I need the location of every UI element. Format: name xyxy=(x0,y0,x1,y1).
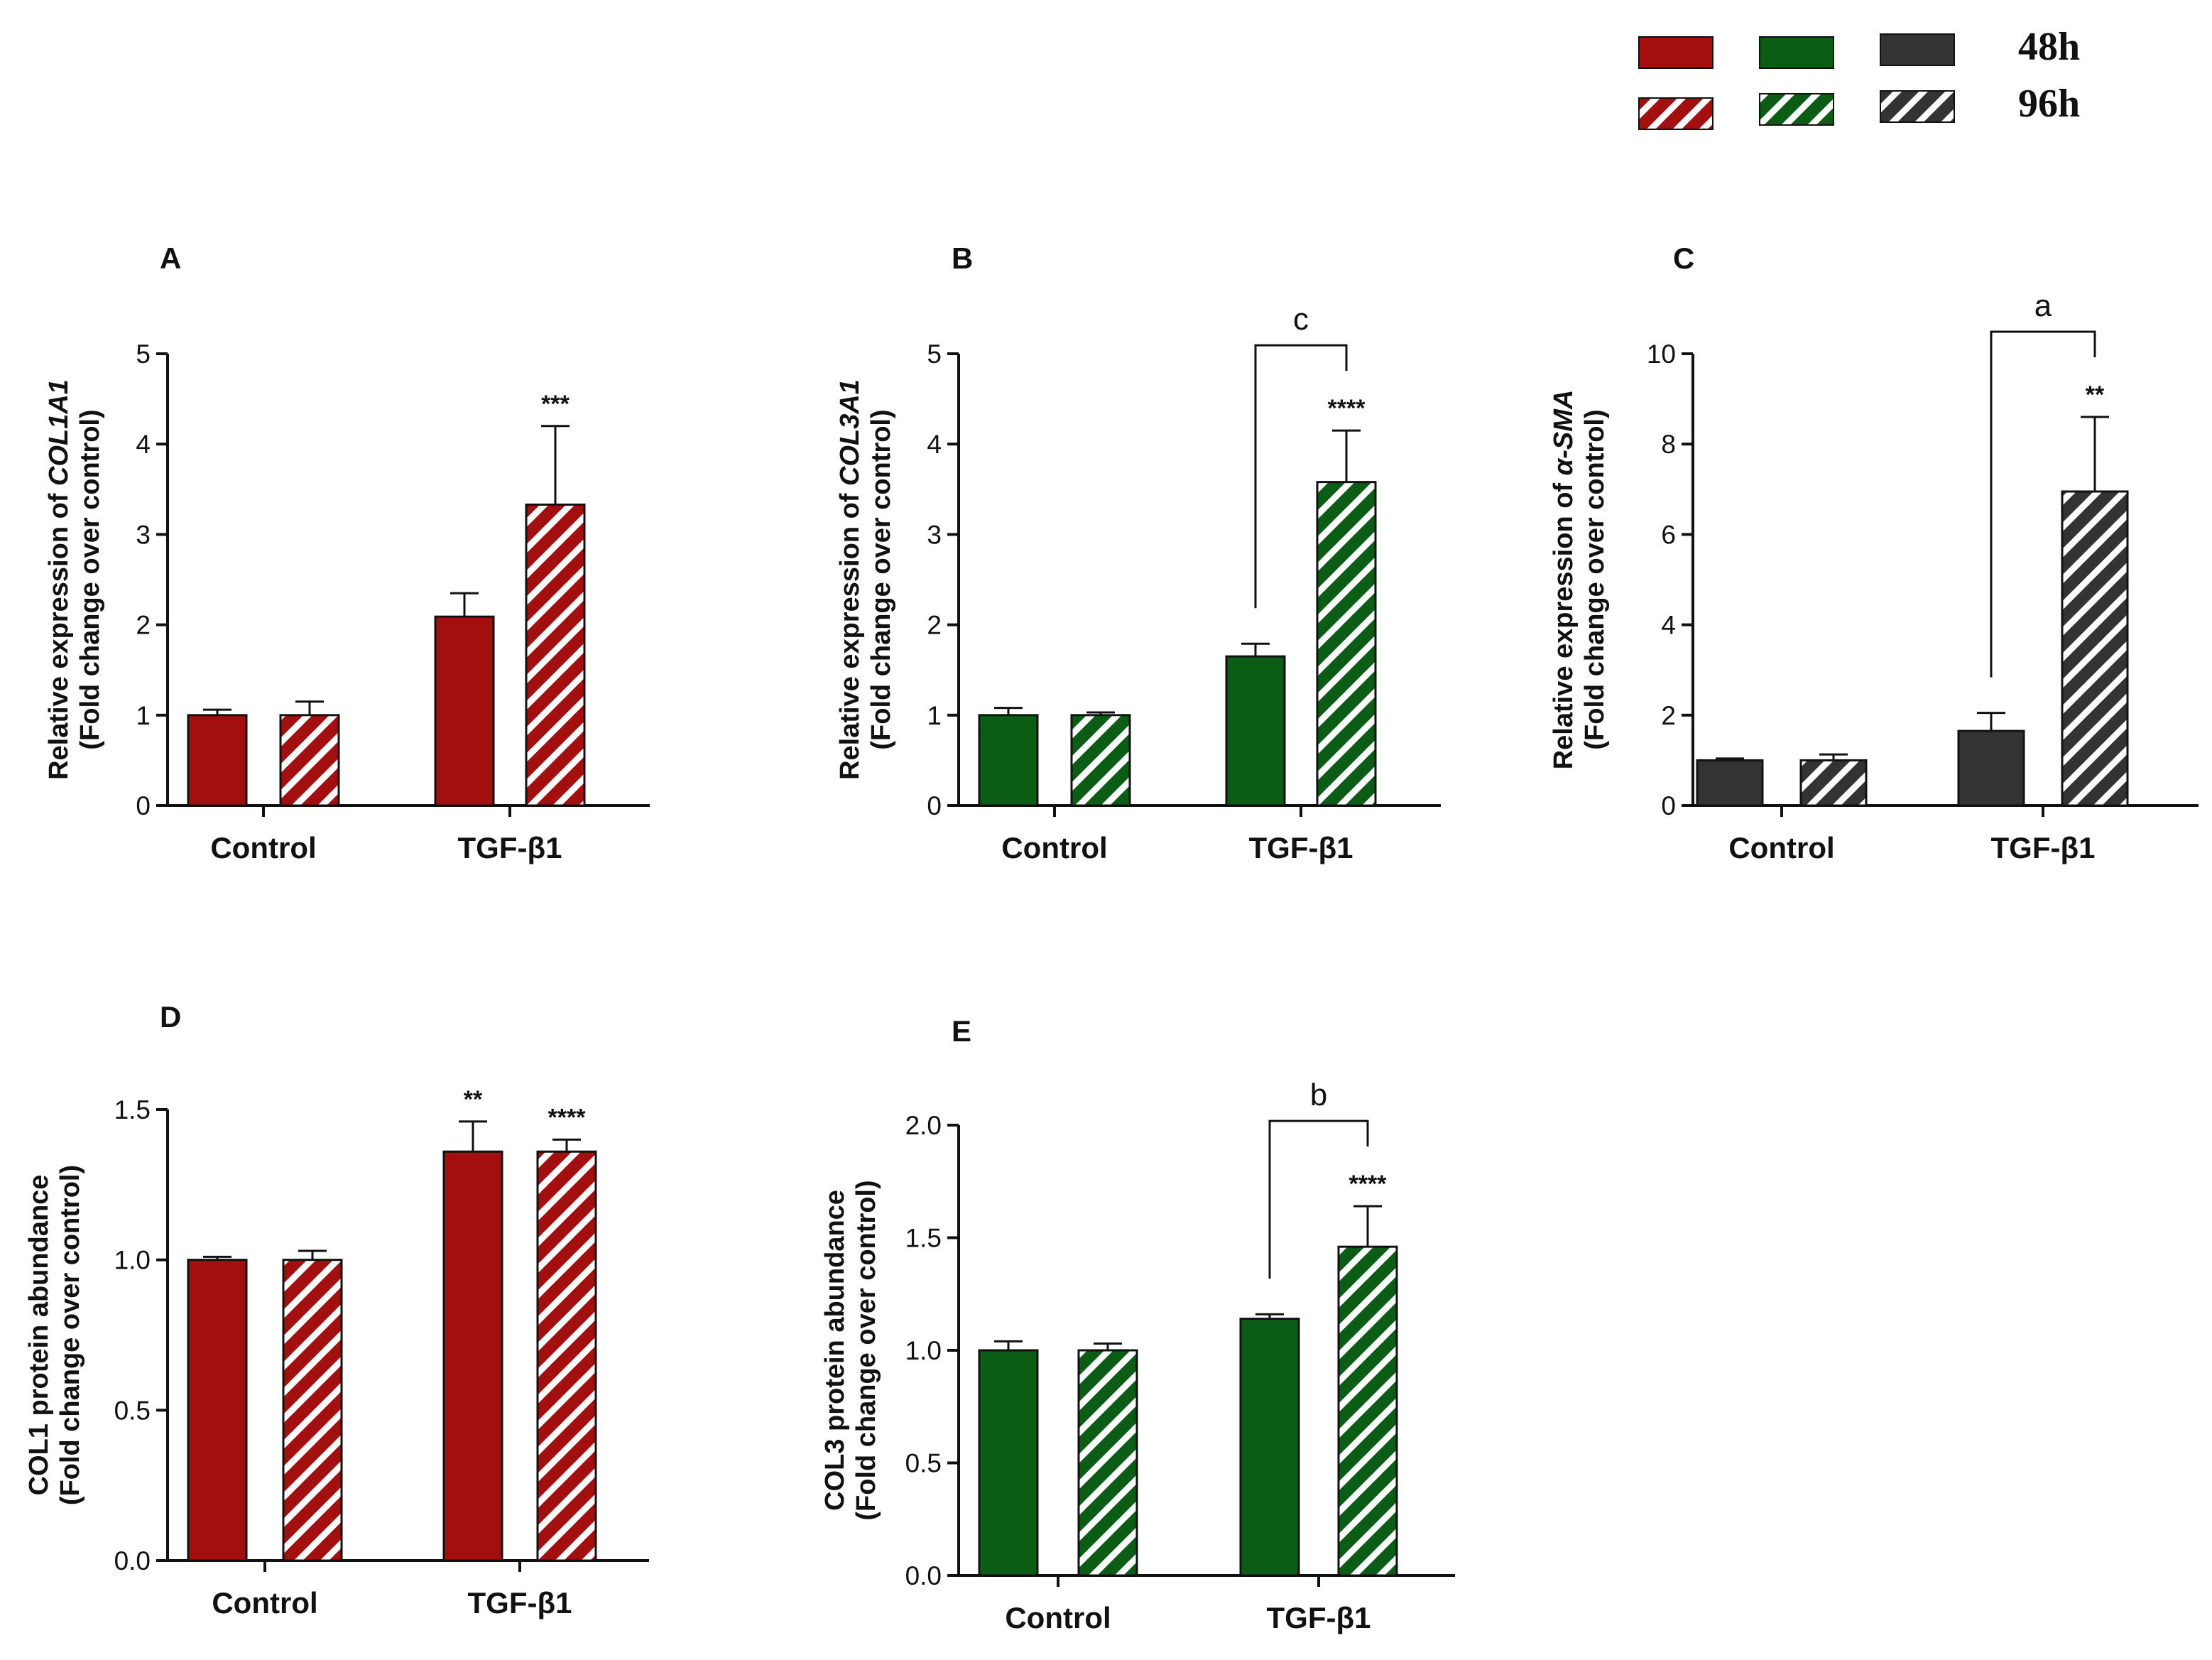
panels: A 0 1 2 3 4 5 Control TGF-β1 Relative expression … xyxy=(24,242,2199,1634)
bracket-label: c xyxy=(1293,302,1309,337)
bar-48h-control xyxy=(1696,759,1764,807)
bar-48h-control xyxy=(187,1259,248,1562)
y-tick-label: 4 xyxy=(927,430,942,459)
y-tick-label: 1 xyxy=(136,701,151,730)
y-tick-label: 0.0 xyxy=(114,1546,151,1575)
bar-48h-control xyxy=(978,714,1039,807)
x-tick-label: TGF-β1 xyxy=(1249,831,1353,864)
legend-swatch-red-48h xyxy=(1638,36,1714,69)
y-axis-label: Relative expression of COL1A1(Fold chang… xyxy=(44,379,105,780)
bar-96h-control xyxy=(1077,1349,1138,1577)
significance-label: *** xyxy=(541,391,570,418)
y-tick-label: 0.0 xyxy=(905,1561,942,1590)
y-axis-label: Relative expression of α-SMA(Fold change… xyxy=(1549,390,1610,770)
bar-48h-tgf xyxy=(442,1150,503,1562)
bar-96h-tgf xyxy=(525,503,586,807)
legend-swatch-green-96h xyxy=(1759,93,1834,126)
comparison-bracket xyxy=(1990,330,2096,678)
panel-letter: B xyxy=(952,242,973,275)
bar-96h-control xyxy=(282,1259,343,1562)
bar-96h-control xyxy=(1799,759,1868,807)
x-tick-label: Control xyxy=(212,1586,317,1620)
y-axis-label: COL1 protein abundance(Fold change over … xyxy=(24,1165,85,1505)
bar-96h-tgf xyxy=(2061,490,2129,807)
bar-96h-tgf xyxy=(536,1150,597,1562)
chart-panel-d: D 0.0 0.5 1.0 1.5 Control TGF-β1 COL1 protein a… xyxy=(24,1000,649,1620)
legend-swatch-gray-96h xyxy=(1880,90,1955,123)
chart-panel-e: E 0.0 0.5 1.0 1.5 2.0 Control TGF-β1 COL3 protei… xyxy=(820,1014,1455,1634)
bar-96h-tgf xyxy=(1337,1245,1398,1577)
x-tick-label: Control xyxy=(210,831,316,864)
y-tick-label: 3 xyxy=(927,520,942,549)
x-tick-label: Control xyxy=(1001,831,1107,864)
y-tick-label: 2.0 xyxy=(905,1111,942,1140)
bar-48h-tgf xyxy=(1239,1318,1300,1577)
y-tick-label: 2 xyxy=(136,611,151,640)
significance-label: **** xyxy=(548,1104,587,1131)
bracket-label: b xyxy=(1310,1078,1327,1112)
y-tick-label: 3 xyxy=(136,520,151,549)
y-tick-label: 0.5 xyxy=(905,1449,942,1478)
panel-letter: E xyxy=(952,1014,971,1048)
comparison-bracket xyxy=(1268,1119,1369,1279)
significance-label: ** xyxy=(2086,381,2105,408)
y-tick-label: 1.0 xyxy=(114,1246,151,1275)
legend-swatch-gray-48h xyxy=(1880,33,1955,66)
chart-panel-b: B 0 1 2 3 4 5 Control TGF-β1 Relative expression … xyxy=(835,242,1441,864)
legend: 48h 96h xyxy=(1638,25,2080,130)
y-tick-label: 2 xyxy=(1661,701,1676,730)
y-tick-label: 2 xyxy=(927,611,942,640)
y-tick-label: 4 xyxy=(1661,611,1676,640)
y-tick-label: 1 xyxy=(927,701,942,730)
y-tick-label: 0 xyxy=(927,791,942,820)
bracket-label: a xyxy=(2034,288,2052,323)
y-axis-label: COL3 protein abundance(Fold change over … xyxy=(820,1180,881,1520)
chart-panel-a: A 0 1 2 3 4 5 Control TGF-β1 Relative expression … xyxy=(44,242,650,864)
y-tick-label: 1.0 xyxy=(905,1336,942,1365)
legend-swatch-green-48h xyxy=(1759,36,1834,69)
significance-label: **** xyxy=(1328,395,1366,422)
y-tick-label: 1.5 xyxy=(905,1224,942,1253)
bar-48h-tgf xyxy=(434,615,495,807)
bar-96h-control xyxy=(279,714,340,807)
x-tick-label: TGF-β1 xyxy=(458,831,562,864)
bar-96h-control xyxy=(1070,714,1131,807)
panel-letter: A xyxy=(160,242,181,275)
y-tick-label: 8 xyxy=(1661,430,1676,459)
x-tick-label: Control xyxy=(1728,831,1834,864)
bar-48h-tgf xyxy=(1957,729,2025,807)
legend-swatch-red-96h xyxy=(1638,97,1714,130)
chart-panel-c: C 0 2 4 6 8 10 Control TGF-β1 Relative expression… xyxy=(1549,242,2199,864)
y-tick-label: 0 xyxy=(136,791,151,820)
y-tick-label: 0 xyxy=(1661,791,1676,820)
x-tick-label: Control xyxy=(1005,1601,1111,1634)
y-tick-label: 6 xyxy=(1661,520,1676,549)
y-tick-label: 10 xyxy=(1647,340,1676,369)
panel-letter: C xyxy=(1673,242,1694,275)
panel-letter: D xyxy=(160,1000,181,1034)
comparison-bracket xyxy=(1254,344,1348,609)
significance-label: **** xyxy=(1349,1171,1388,1198)
bar-48h-tgf xyxy=(1225,655,1286,807)
x-tick-label: TGF-β1 xyxy=(1991,831,2096,864)
y-tick-label: 1.5 xyxy=(114,1095,151,1124)
y-tick-label: 4 xyxy=(136,430,151,459)
x-tick-label: TGF-β1 xyxy=(468,1586,572,1620)
legend-label-96h: 96h xyxy=(2018,82,2080,126)
legend-label-48h: 48h xyxy=(2018,25,2080,69)
y-tick-label: 5 xyxy=(136,340,151,369)
y-axis-label: Relative expression of COL3A1(Fold chang… xyxy=(835,379,896,780)
x-tick-label: TGF-β1 xyxy=(1267,1601,1371,1634)
bar-48h-control xyxy=(187,714,248,807)
significance-label: ** xyxy=(464,1086,483,1113)
y-tick-label: 0.5 xyxy=(114,1396,151,1425)
y-tick-label: 5 xyxy=(927,340,942,369)
bar-96h-tgf xyxy=(1316,481,1377,807)
bar-48h-control xyxy=(978,1349,1039,1577)
